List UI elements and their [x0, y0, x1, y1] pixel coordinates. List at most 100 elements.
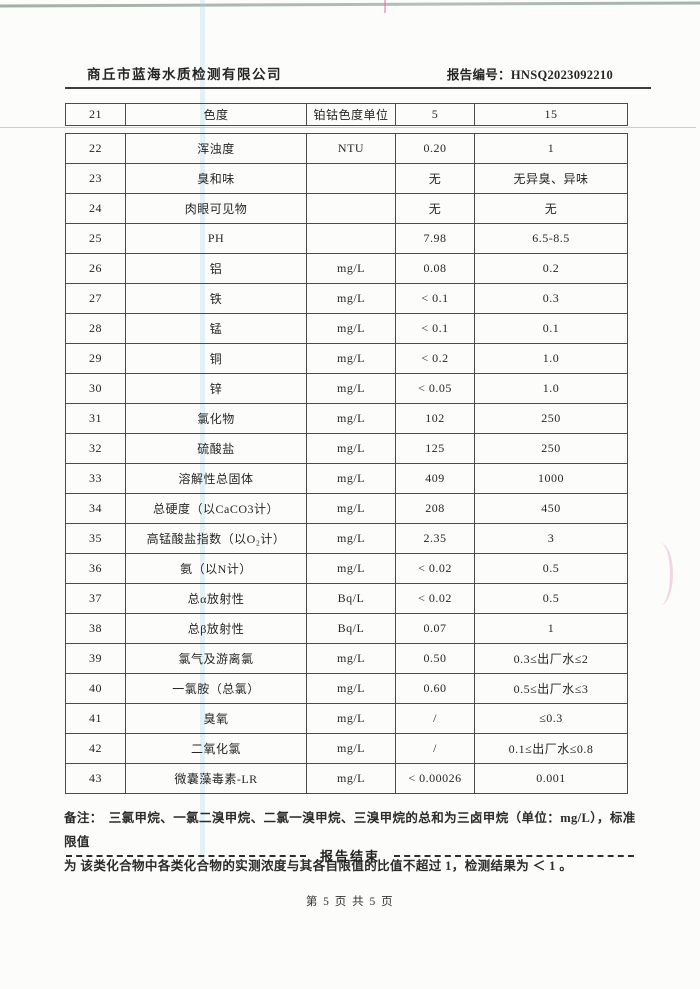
cell-value: < 0.00026 [395, 763, 475, 794]
cell-name: 高锰酸盐指数（以O₂计） [125, 523, 307, 554]
cell-limit: 0.5 [474, 553, 628, 584]
cell-no: 24 [65, 193, 126, 224]
table-row: 28 锰 mg/L < 0.1 0.1 [65, 313, 628, 344]
company-name: 商丘市蓝海水质检测有限公司 [87, 67, 282, 82]
table-row: 39 氯气及游离氯 mg/L 0.50 0.3≤出厂水≤2 [65, 643, 628, 674]
cell-limit: 0.5 [474, 583, 628, 614]
cell-no: 30 [65, 373, 126, 404]
cell-name: 二氧化氯 [125, 733, 307, 764]
table-row: 29 铜 mg/L < 0.2 1.0 [65, 343, 628, 374]
header-underline [65, 87, 651, 89]
table-row: 35 高锰酸盐指数（以O₂计） mg/L 2.35 3 [65, 523, 628, 554]
cell-name: 铜 [125, 343, 307, 374]
table-row: 30 锌 mg/L < 0.05 1.0 [65, 373, 628, 404]
cell-unit: mg/L [306, 403, 396, 434]
cell-name: 肉眼可见物 [125, 193, 307, 224]
report-header: 商丘市蓝海水质检测有限公司 报告编号：HNSQ2023092210 [65, 63, 613, 83]
cell-unit: mg/L [306, 763, 396, 794]
cell-no: 28 [65, 313, 126, 344]
cell-limit: 0.1 [474, 313, 628, 344]
cell-unit: mg/L [306, 343, 396, 374]
cell-name: 锰 [125, 313, 307, 344]
table-row: 23 臭和味 无无异臭、异味 [65, 163, 628, 194]
cell-value: 0.20 [395, 133, 475, 164]
cell-limit: 1000 [474, 463, 628, 494]
dashed-rule-left [66, 854, 306, 857]
results-table: 22 浑浊度 NTU 0.20 1 23 臭和味无无异臭、异味 24 肉眼可见物无无 25 PH 7.… [65, 133, 628, 794]
cell-name: 浑浊度 [125, 133, 307, 164]
cell-no: 21 [65, 103, 126, 126]
cell-value: 无 [395, 163, 475, 194]
cell-value: 409 [395, 463, 475, 494]
table-row: 21 色度 铂钴色度单位 5 15 [65, 103, 628, 126]
cell-name: 色度 [125, 103, 307, 126]
cell-name: 臭氧 [125, 703, 307, 734]
table-row: 22 浑浊度 NTU 0.20 1 [65, 133, 628, 164]
cell-unit: mg/L [306, 733, 396, 764]
cell-limit: 1.0 [474, 343, 628, 374]
cell-limit: 0.2 [474, 253, 628, 284]
cell-no: 41 [65, 703, 126, 734]
report-number: 报告编号：HNSQ2023092210 [447, 64, 613, 83]
cell-limit: 无异臭、异味 [474, 163, 628, 194]
cell-no: 31 [65, 403, 126, 434]
table-row: 26 铝 mg/L 0.08 0.2 [65, 253, 628, 284]
cell-no: 27 [65, 283, 126, 314]
cell-value: 208 [395, 493, 475, 524]
cell-value: 5 [395, 103, 475, 126]
cell-unit: mg/L [306, 313, 396, 344]
cell-limit: 15 [474, 103, 628, 126]
cell-no: 35 [65, 523, 126, 554]
cell-limit: 3 [474, 523, 628, 554]
cell-no: 36 [65, 553, 126, 584]
table-row: 43 微囊藻毒素-LR mg/L < 0.00026 0.001 [65, 763, 628, 794]
cell-name: 氯化物 [125, 403, 307, 434]
table-row: 41 臭氧 mg/L / ≤0.3 [65, 703, 628, 734]
cell-no: 23 [65, 163, 126, 194]
cell-unit: mg/L [306, 283, 396, 314]
cell-limit: 0.3≤出厂水≤2 [474, 643, 628, 674]
cell-name: 铁 [125, 283, 307, 314]
cell-unit: NTU [306, 133, 396, 164]
cell-value: 0.60 [395, 673, 475, 704]
cell-unit: mg/L [306, 703, 396, 734]
cell-no: 42 [65, 733, 126, 764]
cell-unit: mg/L [306, 553, 396, 584]
cell-value: 无 [395, 193, 475, 224]
cell-name: 一氯胺（总氯） [125, 673, 307, 704]
cell-name: 总α放射性 [125, 583, 307, 614]
cell-value: < 0.1 [395, 283, 475, 314]
scan-edge-line [0, 1, 700, 8]
cell-name: 锌 [125, 373, 307, 404]
cell-unit: Bq/L [306, 613, 396, 644]
cell-unit: Bq/L [306, 583, 396, 614]
cell-limit: 6.5-8.5 [474, 223, 628, 254]
cell-unit: mg/L [306, 253, 396, 284]
cell-no: 33 [65, 463, 126, 494]
cell-no: 38 [65, 613, 126, 644]
cell-name: 溶解性总固体 [125, 463, 307, 494]
table-row: 34 总硬度（以CaCO3计） mg/L 208 450 [65, 493, 628, 524]
cell-name: 铝 [125, 253, 307, 284]
table-row: 38 总β放射性 Bq/L 0.07 1 [65, 613, 628, 644]
report-end-label: 报告结束 [320, 849, 381, 864]
table-row: 27 铁 mg/L < 0.1 0.3 [65, 283, 628, 314]
cell-unit: mg/L [306, 433, 396, 464]
cell-unit: mg/L [306, 673, 396, 704]
cell-name: PH [125, 223, 307, 254]
cell-value: / [395, 733, 475, 764]
table-row: 31 氯化物 mg/L 102 250 [65, 403, 628, 434]
cell-no: 22 [65, 133, 126, 164]
cell-limit: 250 [474, 403, 628, 434]
cell-name: 氯气及游离氯 [125, 643, 307, 674]
cell-no: 39 [65, 643, 126, 674]
dashed-rule-right [394, 854, 635, 857]
cell-no: 43 [65, 763, 126, 794]
table-row: 25 PH 7.98 6.5-8.5 [65, 223, 628, 254]
results-table-carryover-row: 21 色度 铂钴色度单位 5 15 [65, 103, 628, 126]
report-number-label: 报告编号： [446, 68, 511, 82]
note-text-1: 三氯甲烷、一氯二溴甲烷、二氯一溴甲烷、三溴甲烷的总和为三卤甲烷（单位：mg/L）… [64, 811, 636, 849]
cell-unit: mg/L [306, 523, 396, 554]
cell-no: 26 [65, 253, 126, 284]
